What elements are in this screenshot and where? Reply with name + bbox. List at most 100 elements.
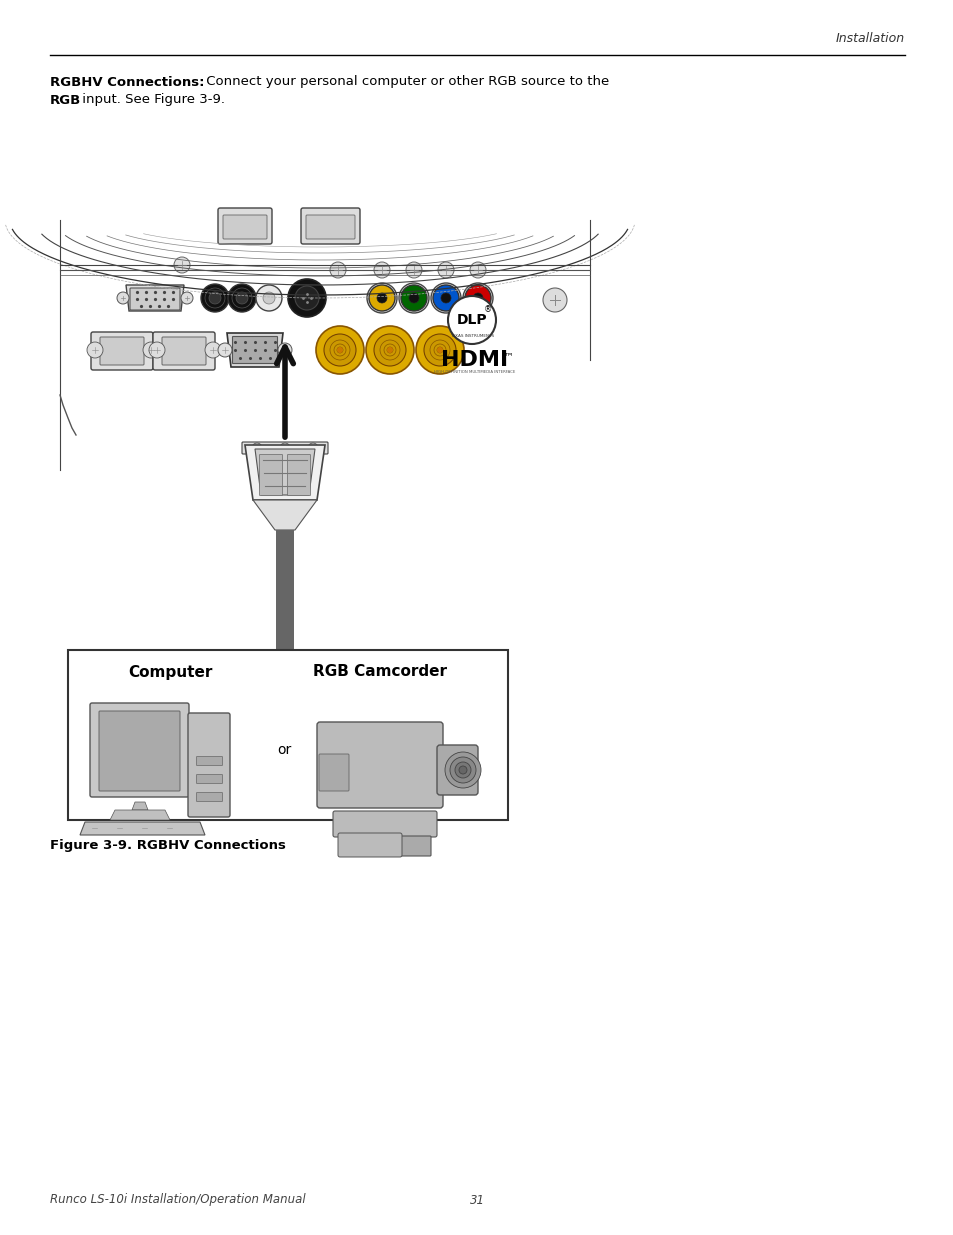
FancyBboxPatch shape bbox=[218, 207, 272, 245]
Circle shape bbox=[542, 288, 566, 312]
FancyBboxPatch shape bbox=[223, 215, 267, 240]
Circle shape bbox=[336, 347, 343, 353]
Polygon shape bbox=[253, 500, 316, 530]
Circle shape bbox=[181, 291, 193, 304]
Circle shape bbox=[367, 283, 396, 312]
FancyBboxPatch shape bbox=[389, 836, 431, 856]
Text: RGBHV Connections:: RGBHV Connections: bbox=[50, 75, 204, 89]
Circle shape bbox=[376, 293, 387, 303]
Text: or: or bbox=[276, 743, 291, 757]
Circle shape bbox=[218, 343, 232, 357]
Circle shape bbox=[366, 326, 414, 374]
FancyBboxPatch shape bbox=[333, 811, 436, 837]
Circle shape bbox=[209, 291, 221, 304]
Circle shape bbox=[201, 284, 229, 312]
Circle shape bbox=[458, 766, 467, 774]
Circle shape bbox=[255, 285, 282, 311]
Circle shape bbox=[330, 262, 346, 278]
Circle shape bbox=[444, 752, 480, 788]
Circle shape bbox=[315, 326, 364, 374]
FancyBboxPatch shape bbox=[306, 215, 355, 240]
FancyBboxPatch shape bbox=[91, 332, 152, 370]
FancyBboxPatch shape bbox=[287, 454, 310, 495]
FancyBboxPatch shape bbox=[233, 336, 277, 363]
Circle shape bbox=[235, 291, 248, 304]
FancyBboxPatch shape bbox=[301, 207, 359, 245]
Circle shape bbox=[440, 293, 451, 303]
Text: Installation: Installation bbox=[835, 32, 904, 44]
FancyBboxPatch shape bbox=[337, 832, 401, 857]
Text: ®: ® bbox=[483, 305, 492, 315]
FancyBboxPatch shape bbox=[196, 793, 222, 802]
Text: HDMI: HDMI bbox=[441, 350, 508, 370]
FancyBboxPatch shape bbox=[436, 745, 477, 795]
Circle shape bbox=[473, 293, 482, 303]
Circle shape bbox=[369, 285, 395, 311]
Text: Connect your personal computer or other RGB source to the: Connect your personal computer or other … bbox=[202, 75, 609, 89]
Circle shape bbox=[433, 285, 458, 311]
Text: RGB Camcorder: RGB Camcorder bbox=[313, 664, 447, 679]
Circle shape bbox=[173, 257, 190, 273]
Text: 31: 31 bbox=[469, 1193, 484, 1207]
Circle shape bbox=[450, 757, 476, 783]
Circle shape bbox=[374, 262, 390, 278]
Polygon shape bbox=[126, 285, 184, 311]
Polygon shape bbox=[80, 823, 205, 835]
FancyBboxPatch shape bbox=[162, 337, 206, 366]
Circle shape bbox=[431, 283, 460, 312]
Circle shape bbox=[228, 284, 255, 312]
Circle shape bbox=[288, 279, 326, 317]
Circle shape bbox=[416, 326, 463, 374]
Polygon shape bbox=[68, 650, 507, 820]
Circle shape bbox=[294, 287, 318, 310]
FancyBboxPatch shape bbox=[318, 755, 349, 790]
FancyBboxPatch shape bbox=[99, 711, 180, 790]
Circle shape bbox=[470, 262, 485, 278]
Polygon shape bbox=[227, 333, 283, 367]
Circle shape bbox=[423, 333, 456, 366]
FancyBboxPatch shape bbox=[196, 757, 222, 766]
Text: Runco LS-10i Installation/Operation Manual: Runco LS-10i Installation/Operation Manu… bbox=[50, 1193, 305, 1207]
Circle shape bbox=[455, 762, 471, 778]
Circle shape bbox=[263, 291, 274, 304]
Polygon shape bbox=[245, 445, 325, 500]
Text: TEXAS INSTRUMENTS: TEXAS INSTRUMENTS bbox=[450, 333, 494, 338]
Text: Computer: Computer bbox=[128, 664, 212, 679]
Circle shape bbox=[324, 333, 355, 366]
Circle shape bbox=[143, 342, 159, 358]
Polygon shape bbox=[275, 530, 294, 650]
Circle shape bbox=[87, 342, 103, 358]
Circle shape bbox=[308, 443, 317, 453]
Circle shape bbox=[205, 342, 221, 358]
Text: ™: ™ bbox=[502, 351, 513, 361]
Circle shape bbox=[280, 443, 290, 453]
Circle shape bbox=[387, 347, 393, 353]
Circle shape bbox=[149, 342, 165, 358]
Polygon shape bbox=[254, 450, 314, 495]
Circle shape bbox=[398, 283, 429, 312]
Text: DLP: DLP bbox=[456, 312, 487, 327]
FancyBboxPatch shape bbox=[152, 332, 214, 370]
Polygon shape bbox=[132, 802, 148, 810]
Circle shape bbox=[409, 293, 418, 303]
Circle shape bbox=[374, 333, 406, 366]
Polygon shape bbox=[110, 810, 170, 820]
Circle shape bbox=[464, 285, 491, 311]
Circle shape bbox=[400, 285, 427, 311]
FancyBboxPatch shape bbox=[242, 442, 328, 454]
Circle shape bbox=[462, 283, 493, 312]
FancyBboxPatch shape bbox=[188, 713, 230, 818]
FancyBboxPatch shape bbox=[259, 454, 282, 495]
Text: RGB: RGB bbox=[50, 94, 81, 106]
Circle shape bbox=[117, 291, 129, 304]
FancyBboxPatch shape bbox=[130, 288, 180, 310]
Circle shape bbox=[252, 443, 262, 453]
Text: Figure 3-9. RGBHV Connections: Figure 3-9. RGBHV Connections bbox=[50, 839, 286, 851]
Circle shape bbox=[437, 262, 454, 278]
FancyBboxPatch shape bbox=[90, 703, 189, 797]
Circle shape bbox=[448, 296, 496, 345]
Circle shape bbox=[406, 262, 421, 278]
Text: input. See Figure 3-9.: input. See Figure 3-9. bbox=[78, 94, 225, 106]
Text: HIGH-DEFINITION MULTIMEDIA INTERFACE: HIGH-DEFINITION MULTIMEDIA INTERFACE bbox=[434, 370, 516, 374]
FancyBboxPatch shape bbox=[100, 337, 144, 366]
